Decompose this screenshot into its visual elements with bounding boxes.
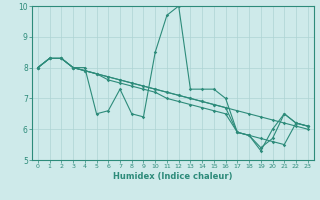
X-axis label: Humidex (Indice chaleur): Humidex (Indice chaleur) <box>113 172 233 181</box>
